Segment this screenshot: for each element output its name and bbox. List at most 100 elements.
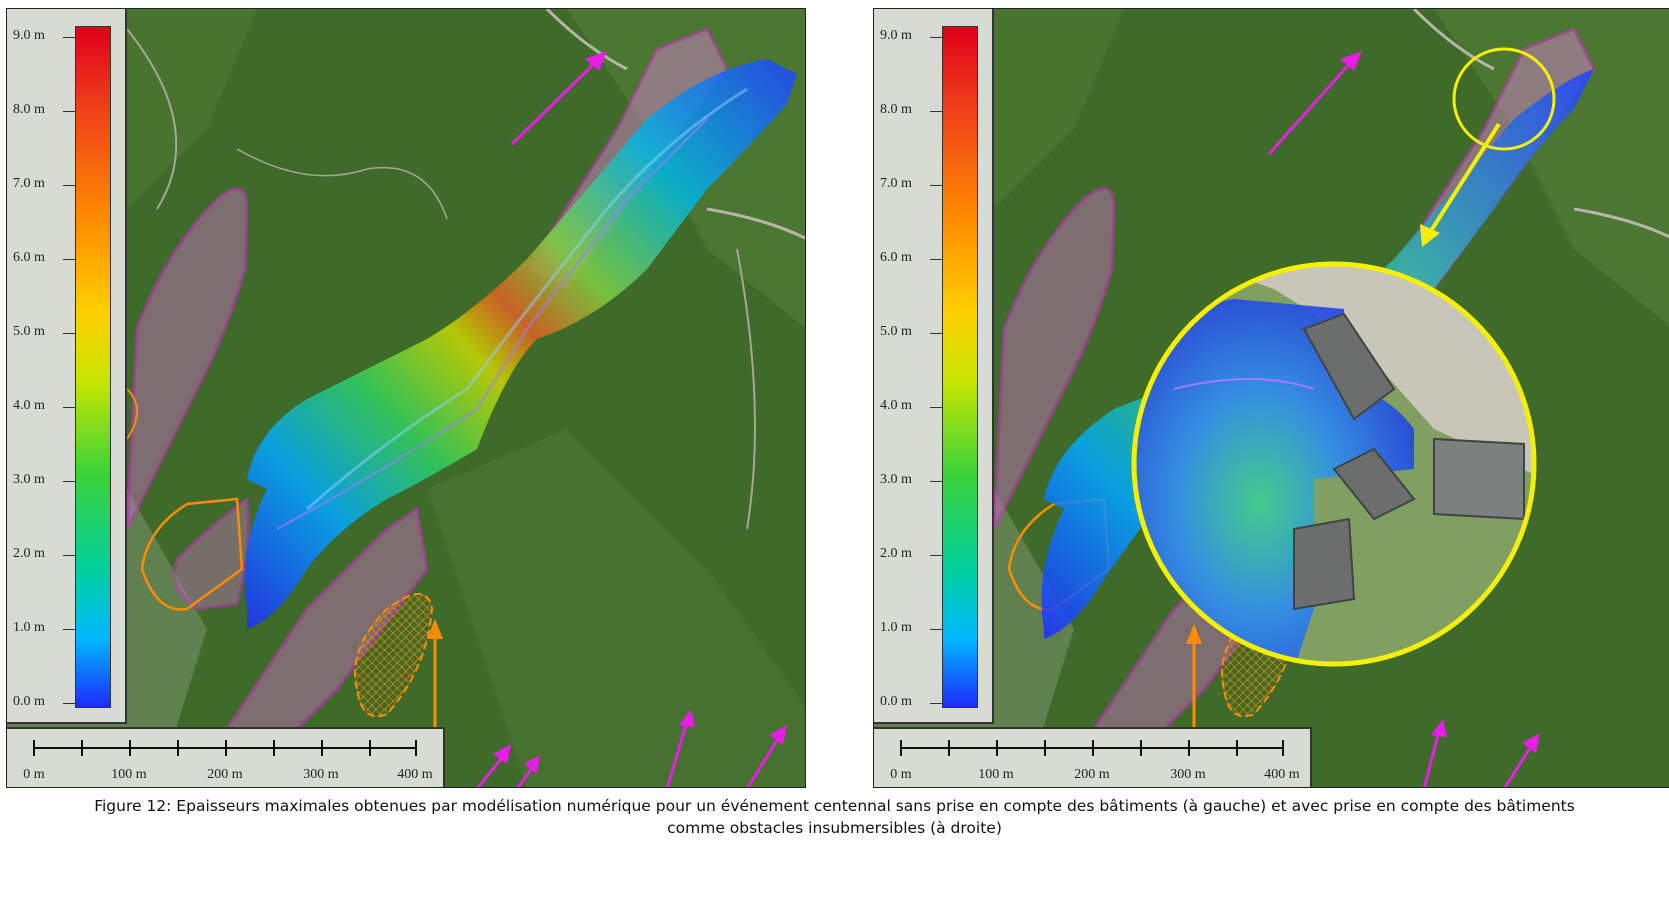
legend-tick-label: 6.0 m	[13, 250, 45, 265]
road	[1412, 9, 1495, 71]
legend-tick	[930, 703, 942, 704]
legend-tick	[63, 407, 75, 408]
scale-tick	[900, 740, 902, 756]
scale-label: 0 m	[890, 767, 912, 782]
scale-tick	[1140, 740, 1142, 756]
zoom-pointer-arrow	[1427, 122, 1501, 236]
legend-tick	[930, 481, 942, 482]
inset-road	[1174, 264, 1534, 479]
flow-arrow-head	[769, 725, 787, 745]
legend-tick-label: 1.0 m	[13, 620, 45, 635]
legend-tick-label: 2.0 m	[880, 546, 912, 561]
scale-bar: 0 m 100 m 200 m 300 m 400 m	[874, 727, 1312, 787]
orange-arrow-head	[1186, 624, 1202, 644]
scale-tick	[1092, 740, 1094, 756]
scale-label: 200 m	[207, 767, 243, 782]
scale-tick	[321, 740, 323, 756]
legend-tick	[63, 259, 75, 260]
forest-patch	[1434, 9, 1669, 325]
track	[236, 148, 448, 220]
flow-depth-field	[244, 59, 797, 629]
scale-tick	[1282, 740, 1284, 756]
legend-tick-label: 2.0 m	[13, 546, 45, 561]
legend-tick	[930, 629, 942, 630]
legend-tick-label: 3.0 m	[13, 472, 45, 487]
scale-label: 300 m	[303, 767, 339, 782]
zoom-pointer-arrow-head	[1420, 224, 1440, 247]
scale-label: 400 m	[1264, 767, 1300, 782]
legend-tick-label: 4.0 m	[880, 398, 912, 413]
flow-arrow	[1422, 730, 1441, 787]
flow-channel	[306, 87, 748, 511]
legend-tick-label: 5.0 m	[13, 324, 45, 339]
legend-tick-label: 1.0 m	[880, 620, 912, 635]
flow-arrow	[1267, 60, 1354, 155]
road	[706, 207, 805, 240]
legend-tick	[930, 407, 942, 408]
scale-bar: 0 m 100 m 200 m 300 m 400 m	[7, 727, 445, 787]
legend-tick-label: 3.0 m	[880, 472, 912, 487]
legend-tick-label: 9.0 m	[13, 28, 45, 43]
scale-label: 400 m	[397, 767, 433, 782]
legend-tick-label: 9.0 m	[880, 28, 912, 43]
flow-arrow-head	[1340, 51, 1362, 71]
forest-patch	[427, 429, 805, 787]
legend-tick	[930, 111, 942, 112]
road	[1573, 207, 1669, 239]
legend-tick-label: 8.0 m	[880, 102, 912, 117]
legend-tick	[63, 111, 75, 112]
building	[1302, 312, 1396, 421]
scale-tick	[948, 740, 950, 756]
scale-tick	[129, 740, 131, 756]
zoom-inset-circle	[1131, 261, 1537, 667]
flow-arrow-head	[1522, 733, 1540, 753]
flow-arrow-head	[493, 744, 511, 764]
legend-tick	[930, 555, 942, 556]
legend-tick-label: 8.0 m	[13, 102, 45, 117]
scale-tick	[33, 740, 35, 756]
orange-zone-outline	[140, 497, 244, 611]
scale-label: 300 m	[1170, 767, 1206, 782]
scale-label: 0 m	[23, 767, 45, 782]
legend-tick	[63, 629, 75, 630]
hatched-zone	[354, 593, 434, 718]
legend-tick	[63, 703, 75, 704]
legend-tick-label: 7.0 m	[880, 176, 912, 191]
caption-line-2: comme obstacles insubmersibles (à droite…	[667, 819, 1002, 837]
legend-tick	[63, 555, 75, 556]
colorbar-legend: 9.0 m 8.0 m 7.0 m 6.0 m 5.0 m 4.0 m 3.0 …	[874, 9, 994, 724]
scale-tick	[1236, 740, 1238, 756]
legend-tick-label: 0.0 m	[880, 694, 912, 709]
map-panel-right: 9.0 m 8.0 m 7.0 m 6.0 m 5.0 m 4.0 m 3.0 …	[873, 8, 1669, 788]
orange-arrow-head	[427, 619, 443, 639]
legend-tick	[63, 481, 75, 482]
zoom-inset	[1134, 264, 1534, 664]
legend-tick	[930, 185, 942, 186]
legend-tick	[63, 333, 75, 334]
flow-arrow-head	[524, 755, 540, 774]
colorbar-legend: 9.0 m 8.0 m 7.0 m 6.0 m 5.0 m 4.0 m 3.0 …	[7, 9, 127, 724]
caption-line-1: Figure 12: Epaisseurs maximales obtenues…	[94, 797, 1575, 815]
track	[736, 248, 756, 530]
hazard-zone-outline	[125, 187, 249, 530]
legend-tick	[930, 333, 942, 334]
legend-tick-label: 5.0 m	[880, 324, 912, 339]
zoom-source-circle	[1452, 47, 1556, 151]
figure-caption: Figure 12: Epaisseurs maximales obtenues…	[0, 795, 1669, 839]
scale-tick	[996, 740, 998, 756]
road	[545, 9, 628, 71]
scale-tick	[369, 740, 371, 756]
legend-tick-label: 7.0 m	[13, 176, 45, 191]
map-panel-left: 9.0 m 8.0 m 7.0 m 6.0 m 5.0 m 4.0 m 3.0 …	[6, 8, 806, 788]
legend-tick	[63, 37, 75, 38]
scale-label: 100 m	[978, 767, 1014, 782]
map-view-left	[7, 9, 805, 787]
scale-tick	[1044, 740, 1046, 756]
scale-tick	[273, 740, 275, 756]
flow-arrow	[1503, 744, 1534, 787]
track	[126, 28, 178, 210]
flow-arrow	[476, 753, 507, 787]
hazard-zone-outline	[173, 496, 250, 611]
building	[1293, 517, 1356, 611]
legend-tick	[930, 37, 942, 38]
